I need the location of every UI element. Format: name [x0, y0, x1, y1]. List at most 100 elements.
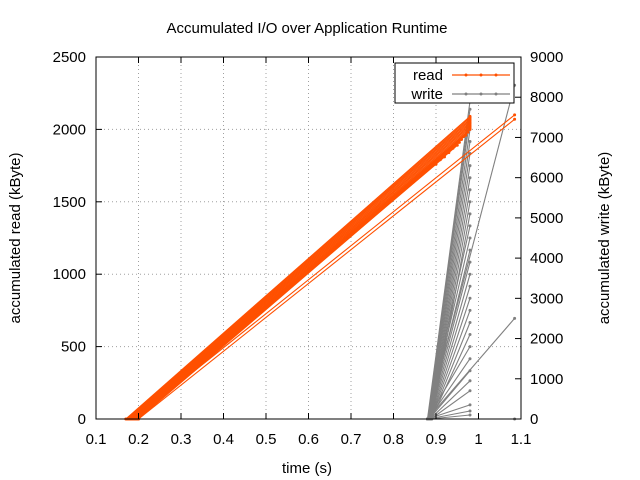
- x-tick-label: 0.4: [213, 431, 234, 448]
- series-line-read: [135, 163, 437, 420]
- series-line-read: [126, 117, 471, 420]
- data-point-read: [443, 155, 446, 159]
- series-line-write: [427, 346, 471, 420]
- data-point-write: [468, 284, 472, 288]
- data-point-write: [468, 296, 472, 300]
- data-point-read: [466, 130, 470, 134]
- y2-tick-label: 6000: [530, 170, 563, 187]
- series-line-read: [127, 118, 471, 420]
- data-point-write: [468, 248, 472, 252]
- data-point-read: [460, 138, 463, 141]
- legend: read write: [394, 62, 515, 104]
- x-tick-label: 0.2: [128, 431, 149, 448]
- data-point-read: [457, 140, 461, 144]
- data-point-read: [434, 162, 438, 166]
- series-line-read: [129, 123, 471, 420]
- y2-tick-label: 3000: [530, 290, 563, 307]
- legend-label-read: read: [413, 67, 443, 84]
- series-line-read: [133, 114, 515, 420]
- y2-tick-label: 9000: [530, 49, 563, 66]
- data-point-write: [468, 188, 472, 192]
- data-point-write: [468, 236, 472, 240]
- plot-series: [124, 83, 517, 421]
- x-axis-title: time (s): [282, 460, 332, 477]
- data-point-write: [468, 140, 472, 143]
- x-tick-label: 0.5: [256, 431, 277, 448]
- series-read: [124, 113, 517, 421]
- x-tick-label: 0.7: [341, 431, 362, 448]
- data-point-read: [451, 146, 455, 150]
- series-line-write: [429, 310, 471, 420]
- series-line-read: [133, 159, 441, 420]
- x-tick-label: 0.9: [426, 431, 447, 448]
- y2-tick-label: 8000: [530, 89, 563, 106]
- data-point-write: [468, 272, 472, 276]
- data-point-write: [468, 333, 472, 336]
- series-line-write: [430, 390, 471, 420]
- series-line-write: [427, 404, 471, 420]
- y-tick-label: 2500: [53, 49, 86, 66]
- x-tick-label: 0.3: [171, 431, 192, 448]
- series-line-read: [125, 115, 471, 420]
- y-tick-label: 0: [78, 411, 86, 428]
- y2-axis-title: accumulated write (kByte): [596, 152, 613, 325]
- x-tick-label: 1.1: [511, 431, 532, 448]
- series-line-write: [427, 117, 471, 420]
- series-line-read: [138, 118, 515, 420]
- series-line-write: [429, 298, 471, 420]
- data-point-read: [438, 158, 442, 162]
- series-line-write: [429, 153, 471, 420]
- legend-marker-read: [494, 73, 498, 77]
- data-point-read: [462, 135, 466, 139]
- x-tick-label: 1: [474, 431, 482, 448]
- series-line-write: [429, 286, 471, 420]
- legend-marker-read: [479, 73, 483, 77]
- data-point-read: [447, 151, 451, 155]
- data-point-write: [468, 260, 472, 264]
- series-line-read: [128, 121, 471, 420]
- grid-lines: [96, 57, 521, 419]
- data-point-write: [468, 308, 472, 312]
- y2-tick-label: 5000: [530, 210, 563, 227]
- y2-tick-label: 1000: [530, 371, 563, 388]
- legend-marker-write: [494, 92, 498, 96]
- data-point-write: [468, 212, 472, 216]
- data-point-write: [468, 379, 472, 383]
- chart-title: Accumulated I/O over Application Runtime: [167, 20, 448, 37]
- data-point-write: [468, 107, 472, 111]
- series-line-write: [428, 141, 471, 420]
- y-tick-label: 500: [61, 339, 86, 356]
- series-line-read: [127, 120, 471, 420]
- data-point-write: [468, 176, 472, 180]
- data-point-read: [513, 113, 517, 117]
- series-line-write: [428, 261, 471, 420]
- data-point-write: [468, 409, 472, 413]
- data-point-write: [468, 357, 472, 361]
- series-line-write: [427, 318, 516, 420]
- data-point-write: [468, 403, 472, 407]
- series-line-write: [428, 410, 471, 420]
- data-point-read: [455, 143, 459, 147]
- series-line-write: [428, 129, 471, 420]
- series-line-write: [428, 370, 471, 420]
- legend-box: [394, 62, 515, 104]
- series-line-write: [427, 358, 471, 420]
- axis-ticks: 0.1 0.2 0.3 0.4 0.5 0.6 0.7 0.8 0.9 1 1.1 0 500 1000 1…: [53, 49, 564, 448]
- x-tick-label: 0.6: [298, 431, 319, 448]
- data-point-read: [468, 127, 472, 131]
- series-line-write: [426, 85, 516, 420]
- y-tick-label: 2000: [53, 121, 86, 138]
- y-axis-title: accumulated read (kByte): [7, 153, 24, 324]
- data-point-read: [464, 133, 468, 137]
- data-point-write: [468, 345, 472, 349]
- x-tick-label: 0.1: [86, 431, 107, 448]
- data-point-write: [468, 389, 472, 393]
- data-point-write: [468, 224, 472, 228]
- y2-tick-label: 4000: [530, 250, 563, 267]
- data-point-write: [468, 200, 472, 204]
- data-point-write: [468, 413, 472, 417]
- y-tick-label: 1500: [53, 194, 86, 211]
- series-line-write: [426, 225, 471, 420]
